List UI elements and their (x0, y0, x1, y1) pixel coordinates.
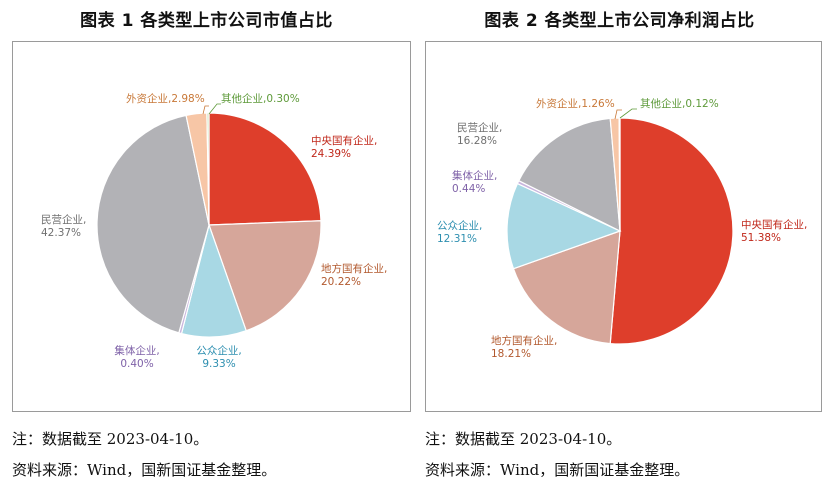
chart-2-frame: 中央国有企业, 51.38% 地方国有企业, 18.21% 公众企业, 12.31% 集体企… (425, 41, 822, 412)
data-label-central-soe: 中央国有企业, 51.38% (741, 218, 807, 244)
data-label-other: 其他企业,0.12% (640, 97, 719, 110)
leader-line-foreign (614, 109, 622, 120)
pie-slice-private (518, 117, 621, 233)
leader-line-other (208, 103, 221, 115)
net-profit-panel: 图表 2 各类型上市公司净利润占比 中央国有企业, 51.38% 地方国有企业, 18… (413, 0, 826, 490)
data-label-foreign: 外资企业,2.98% (126, 92, 205, 105)
net-profit-pie-chart: 中央国有企业, 51.38% 地方国有企业, 18.21% 公众企业, 12.31% 集体企… (437, 97, 807, 360)
pie-slice-other (618, 117, 621, 232)
market-cap-panel: 图表 1 各类型上市公司市值占比 中央国有企业, 24.39% 地方国有企业, 20.… (12, 11, 411, 479)
pie-slice-central-soe (609, 117, 734, 345)
data-label-local-soe: 地方国有企业, 18.21% (491, 334, 557, 360)
data-label-central-soe: 中央国有企业, 24.39% (311, 134, 377, 160)
chart-2-note: 注：数据截至 2023-04-10。 (425, 430, 622, 448)
pie-slice-local-soe (512, 230, 621, 345)
data-label-other: 其他企业,0.30% (221, 92, 300, 105)
chart-2-source: 资料来源：Wind，国新国证基金整理。 (425, 461, 690, 479)
pie-slice-private (96, 114, 210, 334)
chart-2-title: 图表 2 各类型上市公司净利润占比 (484, 11, 755, 31)
data-label-public: 公众企业, 9.33% (196, 344, 241, 370)
leader-line-foreign (202, 105, 209, 115)
chart-1-frame: 中央国有企业, 24.39% 地方国有企业, 20.22% 公众企业, 9.33% 集体企业… (12, 41, 411, 412)
data-label-collective: 集体企业, 0.40% (114, 344, 159, 370)
data-label-foreign: 外资企业,1.26% (536, 97, 615, 110)
chart-1-note: 注：数据截至 2023-04-10。 (12, 430, 209, 448)
data-label-private: 民营企业, 42.37% (41, 213, 86, 239)
data-label-private: 民营企业, 16.28% (457, 121, 502, 147)
chart-1-source: 资料来源：Wind，国新国证基金整理。 (12, 461, 277, 479)
chart-1-title: 图表 1 各类型上市公司市值占比 (80, 11, 333, 31)
data-label-local-soe: 地方国有企业, 20.22% (321, 262, 387, 288)
pie-slice-central-soe (208, 112, 322, 226)
market-cap-pie-chart: 中央国有企业, 24.39% 地方国有企业, 20.22% 公众企业, 9.33% 集体企业… (41, 92, 387, 370)
data-label-collective: 集体企业, 0.44% (452, 169, 497, 195)
leader-line-other (619, 108, 637, 119)
pie-slice-other (206, 112, 210, 226)
data-label-public: 公众企业, 12.31% (437, 219, 482, 245)
pie-slice-public (506, 182, 622, 270)
